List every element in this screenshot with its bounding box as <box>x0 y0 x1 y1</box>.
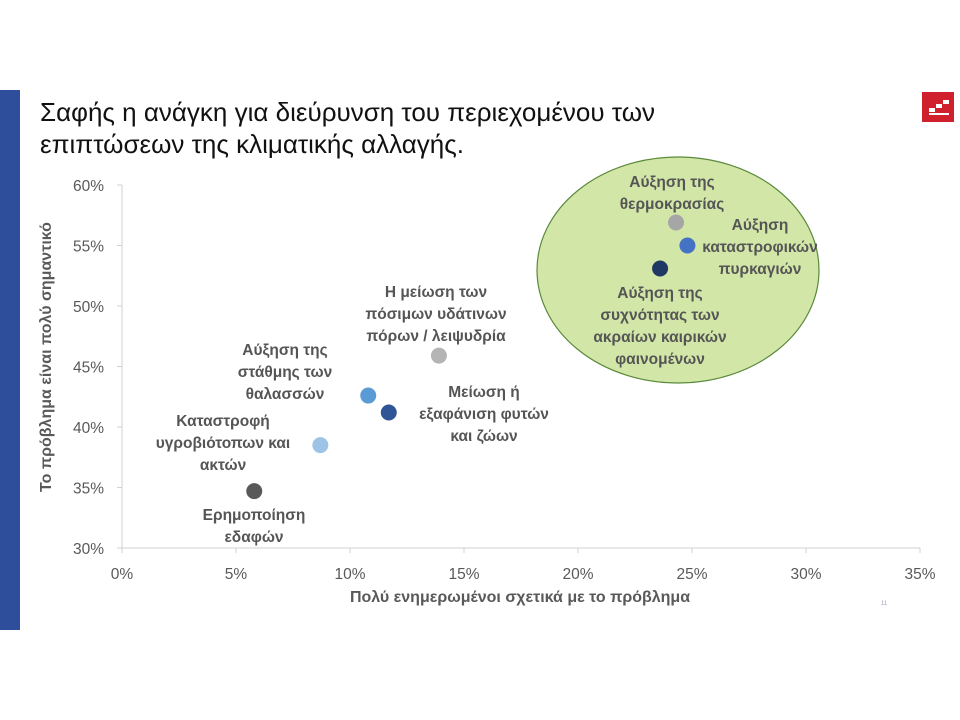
logo-icon <box>922 92 954 122</box>
data-label: Καταστροφή <box>176 413 270 430</box>
x-tick-label: 35% <box>904 566 935 583</box>
data-label: ακραίων καιρικών <box>593 329 726 346</box>
y-tick-label: 40% <box>73 420 104 437</box>
data-point <box>652 260 669 277</box>
highlight-ellipse <box>536 156 820 384</box>
x-tick-label: 5% <box>225 566 248 583</box>
x-tick-label: 20% <box>562 566 593 583</box>
x-tick-label: 30% <box>790 566 821 583</box>
y-axis-title: Το πρόβλημα είναι πολύ σημαντικό <box>38 222 55 492</box>
y-tick-label: 30% <box>73 541 104 558</box>
data-label: Αύξηση της <box>617 285 702 302</box>
x-axis-title: Πολύ ενημερωμένοι σχετικά με το πρόβλημα <box>350 589 690 606</box>
y-tick-label: 45% <box>73 360 104 377</box>
data-point <box>246 483 263 500</box>
x-tick-label: 25% <box>676 566 707 583</box>
data-label: Μείωση ή <box>448 384 520 401</box>
y-tick-label: 35% <box>73 481 104 498</box>
slide-title: Σαφής η ανάγκη για διεύρυνση του περιεχο… <box>40 96 840 160</box>
data-label: στάθμης των <box>238 364 333 381</box>
x-tick-label: 15% <box>448 566 479 583</box>
y-tick-label: 55% <box>73 239 104 256</box>
data-label: Αύξηση της <box>629 174 714 191</box>
data-label: θαλασσών <box>246 386 325 403</box>
data-label: φαινομένων <box>615 351 705 368</box>
x-tick-label: 10% <box>334 566 365 583</box>
x-tick-label: 0% <box>111 566 134 583</box>
data-label: και ζώων <box>450 428 517 445</box>
data-label: πυρκαγιών <box>719 261 802 278</box>
data-label: υγροβιότοπων και <box>156 435 290 452</box>
data-label: θερμοκρασίας <box>620 196 725 213</box>
data-label: πόρων / λειψυδρία <box>366 328 506 345</box>
data-label: Η μείωση των <box>385 284 487 301</box>
data-point <box>360 387 377 404</box>
slide-title-line-2: επιπτώσεων της κλιματικής αλλαγής. <box>40 129 465 159</box>
data-label: καταστροφικών <box>702 239 818 256</box>
y-tick-label: 50% <box>73 299 104 316</box>
data-label: πόσιμων υδάτινων <box>365 306 506 323</box>
data-point <box>668 214 685 231</box>
data-point <box>312 437 329 454</box>
data-point <box>679 237 696 254</box>
y-tick-label: 60% <box>73 178 104 195</box>
data-label: εξαφάνιση φυτών <box>419 406 549 423</box>
data-label: Ερημοποίηση <box>203 507 306 524</box>
data-label: συχνότητας των <box>600 307 719 324</box>
data-point <box>430 347 447 364</box>
side-accent-bar <box>0 90 20 630</box>
data-label: Αύξηση <box>732 217 789 234</box>
data-label: ακτών <box>200 457 246 474</box>
data-label: εδαφών <box>224 529 283 546</box>
data-point <box>380 404 397 421</box>
data-label: Αύξηση της <box>242 342 327 359</box>
page-number: 11 <box>881 601 888 607</box>
slide-title-line-1: Σαφής η ανάγκη για διεύρυνση του περιεχο… <box>40 97 656 127</box>
